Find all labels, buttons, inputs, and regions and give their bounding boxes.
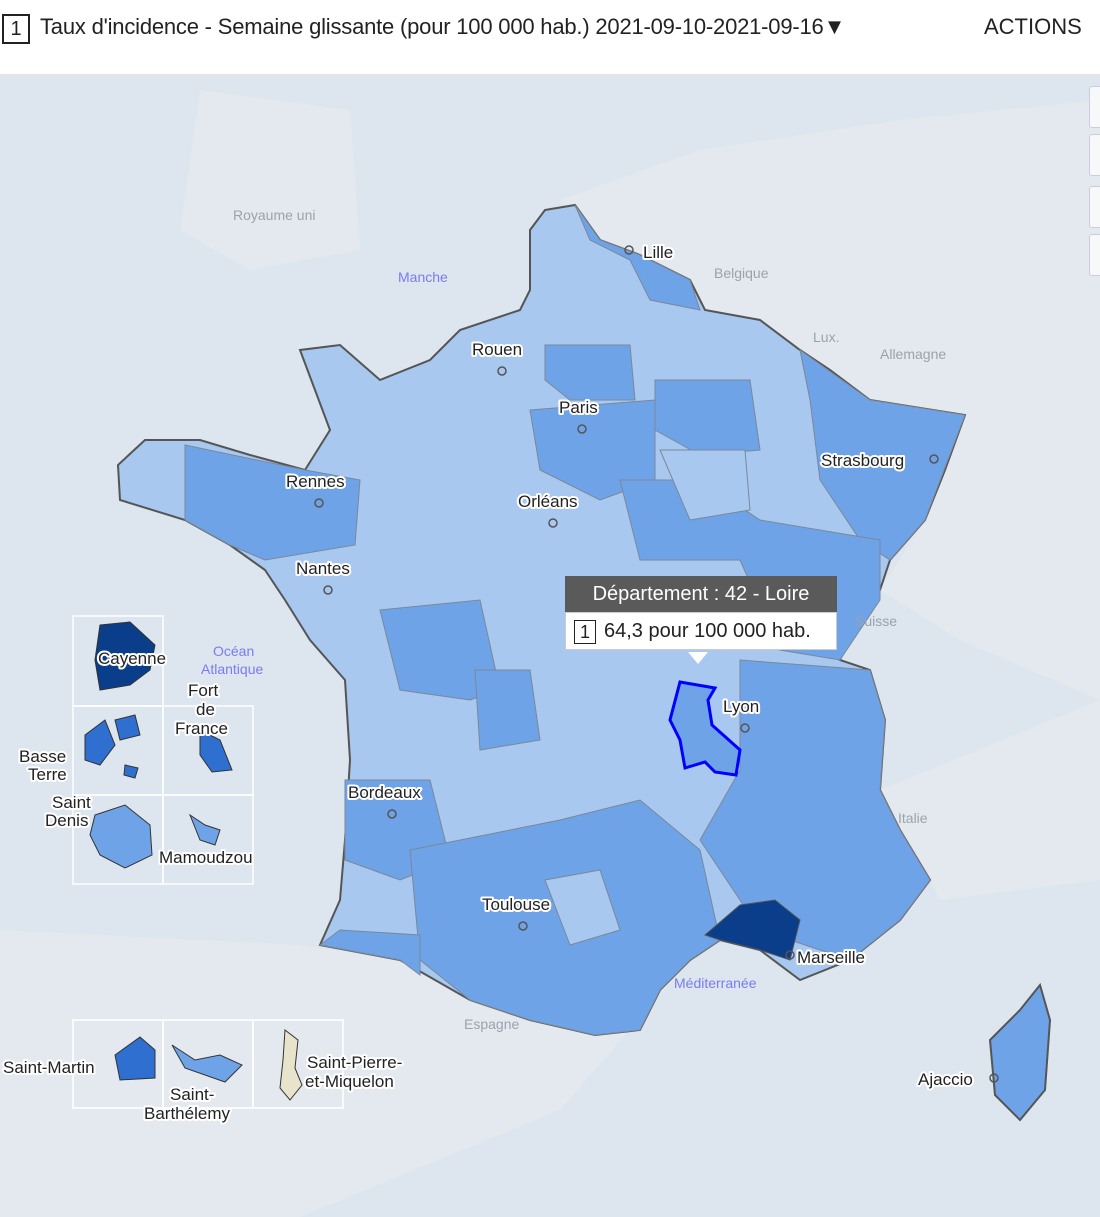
land-uk (180, 90, 360, 270)
country-label: Allemagne (880, 346, 946, 362)
tooltip-title: Département : 42 - Loire (565, 576, 837, 612)
reset-view-button[interactable] (1089, 186, 1100, 228)
sea-north (0, 76, 700, 505)
city-label-strasbourg: Strasbourg (821, 451, 904, 470)
city-label-saint-denis: Saint (52, 793, 91, 812)
tooltip-pointer (688, 652, 708, 664)
city-label-saint-denis: Denis (45, 811, 88, 830)
city-markers (314, 245, 999, 1083)
tooltip-number-badge: 1 (574, 619, 596, 644)
country-label: Lux. (813, 329, 839, 345)
sea-label: Manche (398, 269, 448, 285)
choropleth-map[interactable]: Royaume uni Belgique Lux. Allemagne Suis… (0, 76, 1100, 1217)
country-label: Royaume uni (233, 207, 316, 223)
city-label-paris: Paris (559, 398, 598, 417)
mayotte-shape[interactable] (188, 813, 221, 846)
city-label-cayenne: Cayenne (98, 649, 166, 668)
tooltip-value: 64,3 pour 100 000 hab. (604, 620, 811, 642)
city-label-saint-pierre-miquelon: et-Miquelon (305, 1072, 394, 1091)
department-loire-selected[interactable] (668, 680, 742, 777)
saint-martin-shape[interactable] (114, 1036, 156, 1081)
city-label-nantes: Nantes (296, 559, 350, 578)
city-label-saint-barthelemy: Saint- (170, 1085, 214, 1104)
overseas-inset-frames (72, 615, 344, 1109)
zoom-out-button[interactable] (1089, 134, 1100, 176)
city-label-marseille: Marseille (797, 948, 865, 967)
zoom-in-button[interactable] (1089, 86, 1100, 128)
city-label-saint-martin: Saint-Martin (3, 1058, 95, 1077)
city-label-saint-barthelemy: Barthélemy (144, 1104, 230, 1123)
country-label: Italie (898, 810, 928, 826)
city-label-fort-de-france: de (196, 700, 215, 719)
city-label-lille: Lille (643, 243, 673, 262)
martinique-shape[interactable] (199, 729, 233, 773)
city-label-basse-terre: Terre (28, 765, 67, 784)
department-tooltip: Département : 42 - Loire 1 64,3 pour 100 … (565, 576, 837, 650)
indicator-title-period-dropdown[interactable]: Taux d'incidence - Semaine glissante (po… (40, 14, 846, 39)
saint-pierre-miquelon-shape[interactable] (279, 1029, 303, 1101)
map-header: 1 Taux d'incidence - Semaine glissante (… (0, 0, 1100, 76)
reunion-shape[interactable] (89, 804, 153, 869)
department-bouches-du-rhone[interactable] (704, 899, 801, 961)
land-italy (880, 700, 1100, 900)
guyane-shape[interactable] (94, 621, 156, 691)
actions-menu-button[interactable]: ACTIONS (984, 14, 1082, 39)
city-label-basse-terre: Basse (19, 747, 66, 766)
land-neighbours-east (560, 100, 1100, 700)
city-label-bordeaux: Bordeaux (348, 783, 421, 802)
departments-low-level[interactable] (544, 449, 751, 946)
city-label-fort-de-france: France (175, 719, 228, 738)
city-label-ajaccio: Ajaccio (918, 1070, 973, 1089)
indicator-number-badge: 1 (2, 14, 30, 44)
city-label-rennes: Rennes (286, 472, 345, 491)
land-spain (0, 930, 690, 1217)
sea-label: Océan (213, 643, 254, 659)
city-label-fort-de-france: Fort (188, 681, 219, 700)
city-label-toulouse: Toulouse (482, 895, 550, 914)
map-canvas[interactable]: Royaume uni Belgique Lux. Allemagne Suis… (0, 76, 1100, 1217)
city-label-rouen: Rouen (472, 340, 522, 359)
sea-label: Méditerranée (674, 975, 757, 991)
tooltip-body: 1 64,3 pour 100 000 hab. (565, 612, 837, 650)
country-label: Suisse (855, 613, 897, 629)
sea-label: Atlantique (201, 661, 263, 677)
city-label-mamoudzou: Mamoudzou (159, 848, 253, 867)
country-label: Espagne (464, 1016, 519, 1032)
country-label: Belgique (714, 265, 769, 281)
city-label-orleans: Orléans (518, 492, 578, 511)
layers-button[interactable] (1089, 234, 1100, 276)
city-label-lyon: Lyon (723, 697, 759, 716)
guadeloupe-shape[interactable] (84, 714, 141, 779)
city-label-saint-pierre-miquelon: Saint-Pierre- (307, 1053, 402, 1072)
saint-barthelemy-shape[interactable] (171, 1044, 243, 1083)
